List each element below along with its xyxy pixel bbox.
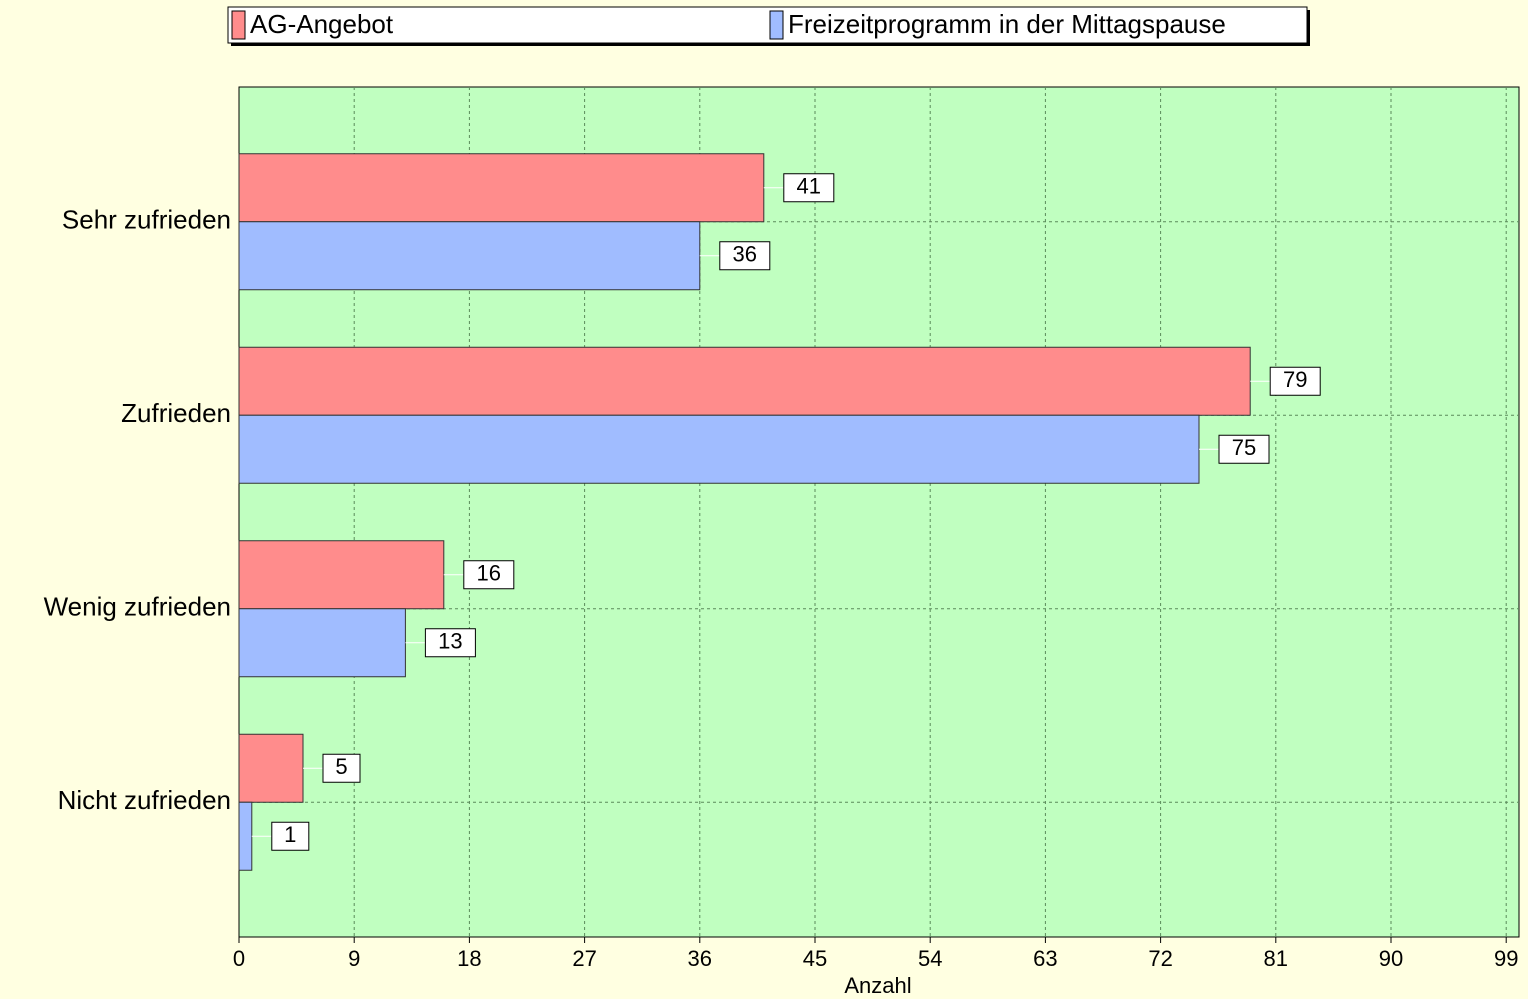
bar [238,346,1251,416]
legend-swatch [231,10,246,40]
bar [238,801,253,871]
x-tick-label: 99 [1494,946,1518,971]
x-tick-label: 0 [233,946,245,971]
bar [238,153,765,223]
bar [238,608,406,678]
value-label: 13 [438,629,462,654]
x-tick-label: 90 [1379,946,1403,971]
value-label: 36 [733,242,757,267]
value-label-box [463,560,515,590]
y-tick-label: Wenig zufrieden [44,592,231,622]
bar [238,414,1200,484]
bar [238,733,304,803]
value-label-box [719,241,771,271]
value-label: 75 [1232,435,1256,460]
value-label-box [783,173,835,203]
y-tick-label: Nicht zufrieden [58,785,231,815]
value-label-box [271,821,310,851]
value-label-box [1218,434,1270,464]
legend [227,6,1308,44]
x-tick-label: 18 [457,946,481,971]
bar [238,540,445,610]
x-tick-label: 72 [1148,946,1172,971]
y-tick-label: Zufrieden [121,398,231,428]
value-label: 1 [284,822,296,847]
x-tick-label: 81 [1264,946,1288,971]
x-tick-label: 27 [572,946,596,971]
x-tick-label: 36 [688,946,712,971]
value-label: 41 [797,174,821,199]
value-label: 16 [477,561,501,586]
x-tick-label: 63 [1033,946,1057,971]
value-label-box [424,628,476,658]
x-tick-label: 45 [803,946,827,971]
legend-swatch [769,10,784,40]
x-tick-label: 54 [918,946,942,971]
bar [238,221,701,291]
x-axis-label: Anzahl [844,973,911,998]
x-tick-label: 9 [348,946,360,971]
y-tick-label: Sehr zufrieden [62,205,231,235]
value-label: 5 [335,754,347,779]
value-label-box [1269,366,1321,396]
legend-label: Freizeitprogramm in der Mittagspause [788,9,1226,39]
value-label-box [322,753,361,783]
value-label: 79 [1283,367,1307,392]
legend-label: AG-Angebot [250,9,394,39]
